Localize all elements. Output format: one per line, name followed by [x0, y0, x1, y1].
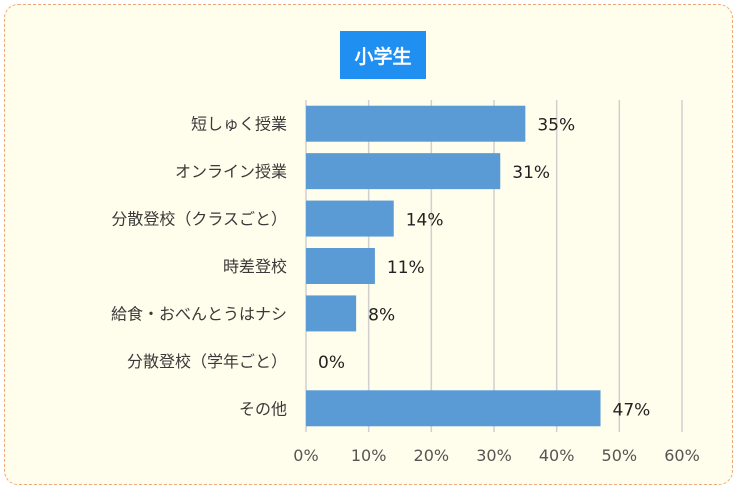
bar	[306, 153, 501, 190]
category-label: 分散登校（クラスごと）	[111, 210, 287, 229]
x-tick-label: 60%	[664, 446, 700, 465]
category-label: 分散登校（学年ごと）	[127, 352, 287, 371]
value-label: 35%	[537, 116, 575, 136]
chart-title: 小学生	[340, 31, 426, 79]
bar	[306, 248, 375, 284]
x-tick-label: 10%	[351, 446, 387, 465]
value-label: 14%	[406, 211, 444, 231]
x-tick-label: 30%	[476, 446, 512, 465]
category-label: オンライン授業	[175, 162, 287, 181]
x-tick-label: 40%	[539, 446, 575, 465]
value-label: 8%	[368, 305, 395, 325]
value-label: 0%	[318, 353, 345, 373]
bar	[306, 390, 601, 427]
category-label: 時差登校	[223, 257, 287, 276]
bar	[306, 200, 394, 237]
value-label: 11%	[387, 258, 425, 278]
bar-layer	[306, 105, 601, 427]
x-tick-label: 50%	[602, 446, 638, 465]
category-label: 給食・おべんとうはナシ	[111, 304, 287, 323]
bar	[306, 295, 357, 332]
value-label: 31%	[512, 163, 550, 183]
label-layer: 0% 10% 20% 30% 40% 50% 60% 短しゅく授業 35% オンライン授業 31% 分…	[111, 115, 700, 465]
category-label: その他	[239, 399, 287, 418]
value-label: 47%	[613, 400, 651, 420]
category-label: 短しゅく授業	[191, 115, 287, 134]
x-tick-label: 0%	[293, 446, 318, 465]
bar	[306, 105, 526, 142]
x-tick-label: 20%	[414, 446, 450, 465]
